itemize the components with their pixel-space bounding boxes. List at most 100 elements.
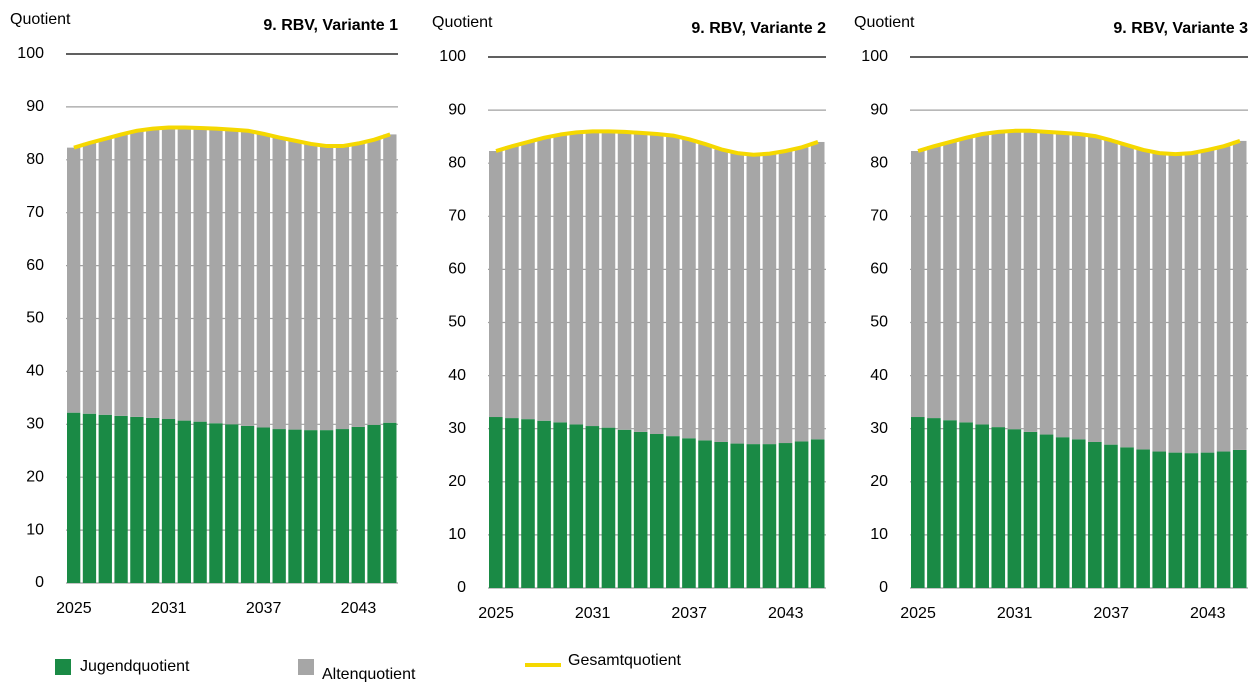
y-tick-label: 50 (26, 310, 44, 327)
bar-segment (146, 417, 160, 583)
y-tick-label: 40 (870, 367, 888, 384)
bar-segment (714, 149, 728, 442)
bar-segment (489, 150, 503, 418)
bar-segment (762, 444, 777, 588)
y-tick-label: 70 (26, 204, 44, 221)
bar-segment (1007, 130, 1022, 430)
x-tick-label: 2031 (575, 605, 611, 622)
bar-segment (553, 422, 567, 588)
y-tick-label: 10 (448, 526, 466, 543)
bar-segment (288, 429, 302, 583)
y-axis-label: Quotient (432, 14, 493, 31)
bar-segment (161, 127, 176, 420)
bar-segment (762, 153, 777, 445)
bar-segment (943, 420, 957, 588)
bar-segment (959, 422, 973, 588)
bar-segment (193, 421, 207, 583)
bar-segment (1200, 452, 1215, 588)
bar-segment (1232, 449, 1247, 588)
y-tick-label: 100 (861, 48, 888, 65)
bar-segment (617, 429, 632, 588)
bar-segment (67, 412, 81, 583)
bar-segment (319, 430, 334, 583)
bar-segment (1088, 441, 1102, 588)
bar-segment (943, 141, 957, 421)
bar-segment (98, 414, 112, 583)
bar-segment (319, 146, 334, 431)
bar-segment (569, 132, 584, 425)
bar-segment (505, 418, 519, 588)
y-tick-label: 20 (448, 473, 466, 490)
chart-title: 9. RBV, Variante 1 (263, 17, 398, 34)
bar-segment (682, 438, 696, 588)
bar-segment (682, 139, 696, 439)
bar-segment (927, 418, 941, 588)
bar-segment (304, 143, 318, 431)
y-tick-label: 20 (26, 468, 44, 485)
line (73, 125, 391, 150)
legend-swatch (298, 659, 314, 675)
legend-label: Gesamtquotient (568, 652, 682, 669)
bar-segment (1232, 140, 1247, 450)
bar-segment (649, 434, 664, 588)
legend-label: Altenquotient (322, 666, 416, 682)
bar-segment (1055, 132, 1070, 438)
y-tick-label: 0 (457, 579, 466, 596)
bar-segment (1152, 153, 1167, 452)
x-tick-label: 2043 (341, 600, 377, 617)
bar-segment (730, 443, 745, 588)
bar-segment (714, 441, 728, 588)
x-tick-label: 2037 (246, 600, 282, 617)
bar-segment (1071, 439, 1086, 588)
bar-segment (1216, 451, 1231, 588)
bar-segment (114, 415, 128, 583)
bar-segment (351, 143, 365, 427)
bar-segment (521, 141, 535, 420)
bar-segment (927, 146, 941, 419)
bar-segment (601, 131, 616, 428)
x-tick-label: 2031 (151, 600, 187, 617)
legend-label: Jugendquotient (80, 658, 190, 675)
y-tick-label: 10 (870, 526, 888, 543)
bar-segment (367, 139, 381, 425)
y-tick-label: 0 (35, 574, 44, 591)
bar-segment (209, 128, 223, 424)
bar-segment (778, 443, 793, 588)
bar-segment (698, 440, 712, 588)
bar-segment (585, 131, 600, 427)
bar-segment (304, 430, 318, 583)
bar-segment (633, 132, 648, 432)
bar-segment (1200, 149, 1215, 453)
y-tick-label: 50 (448, 314, 466, 331)
bar-segment (193, 128, 207, 422)
y-tick-label: 60 (870, 261, 888, 278)
y-tick-label: 70 (870, 208, 888, 225)
bar-segment (991, 131, 1006, 428)
bar-segment (98, 138, 112, 415)
bar-segment (177, 127, 191, 421)
bar-segment (114, 134, 128, 416)
bar-segment (161, 419, 176, 583)
y-tick-label: 50 (870, 314, 888, 331)
y-tick-label: 90 (448, 101, 466, 118)
bar-segment (67, 147, 81, 413)
y-axis-label: Quotient (10, 11, 71, 28)
bar-segment (146, 128, 160, 418)
bar-segment (130, 416, 144, 583)
chart-title: 9. RBV, Variante 3 (1113, 20, 1248, 37)
x-tick-label: 2025 (478, 605, 514, 622)
y-tick-label: 80 (448, 154, 466, 171)
bar-segment (975, 133, 989, 425)
y-tick-label: 60 (26, 257, 44, 274)
bar-segment (177, 420, 191, 583)
y-tick-label: 60 (448, 261, 466, 278)
y-tick-label: 80 (26, 151, 44, 168)
y-tick-label: 100 (17, 45, 44, 62)
bar-segment (1120, 145, 1134, 448)
bar-segment (1136, 149, 1150, 450)
bar-segment (1120, 447, 1134, 588)
bar-segment (1104, 140, 1118, 445)
y-tick-label: 30 (26, 416, 44, 433)
bar-segment (130, 130, 144, 417)
bar-segment (1023, 431, 1038, 588)
